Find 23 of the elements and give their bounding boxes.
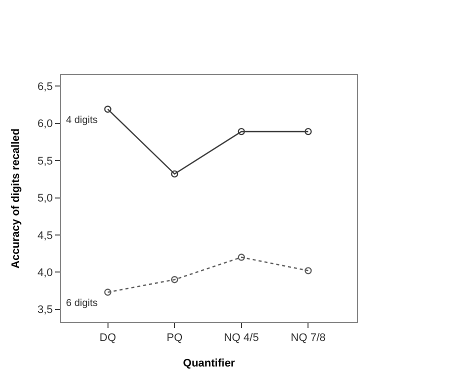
series-label: 4 digits xyxy=(66,115,98,126)
x-tick-label: DQ xyxy=(100,332,116,344)
series-label: 6 digits xyxy=(66,298,98,309)
point xyxy=(170,170,178,178)
point xyxy=(104,288,112,296)
y-tick-label: 6,5 xyxy=(38,81,53,94)
point xyxy=(170,276,178,284)
point xyxy=(304,267,312,274)
point xyxy=(238,254,246,261)
point xyxy=(238,128,246,136)
x-tick-label: NQ 7/8 xyxy=(290,332,326,344)
y-tick-label: 5,5 xyxy=(38,155,53,168)
point xyxy=(304,128,312,136)
x-axis-title: Quantifier xyxy=(183,357,236,370)
y-tick-label: 4,5 xyxy=(38,230,53,242)
x-tick-label: NQ 4/5 xyxy=(224,332,259,344)
point xyxy=(104,106,112,113)
y-tick-label: 3,5 xyxy=(38,304,53,316)
y-tick-label: 6,0 xyxy=(38,118,53,130)
x-tick-label: PQ xyxy=(166,332,183,344)
y-tick-label: 5,0 xyxy=(38,192,53,205)
y-axis-title: Accuracy of digits recalled xyxy=(10,128,22,268)
y-tick-label: 4,0 xyxy=(38,267,53,279)
